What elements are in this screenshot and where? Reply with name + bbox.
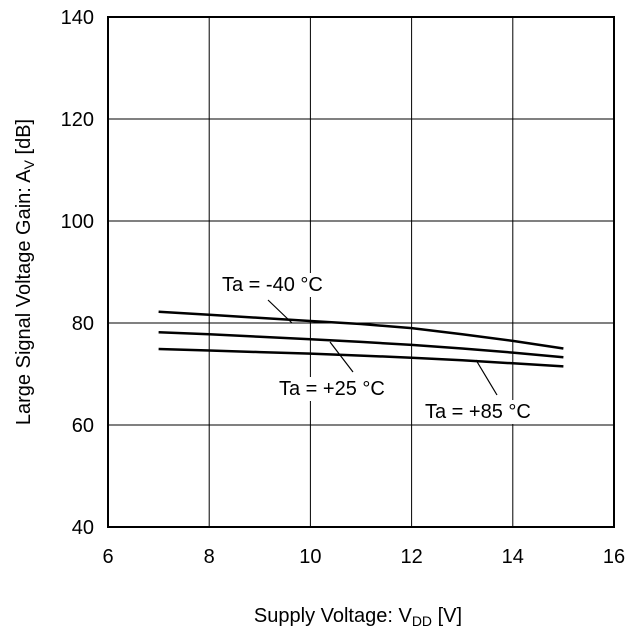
y-axis-label-prefix: Large Signal Voltage Gain: A bbox=[13, 169, 35, 425]
y-axis-label-suffix: [dB] bbox=[13, 119, 35, 160]
x-tick-label: 14 bbox=[502, 546, 524, 568]
annotations-group: Ta = -40 °C Ta = +25 °C Ta = +85 °C bbox=[219, 273, 534, 424]
annotation-leader-0 bbox=[267, 299, 293, 324]
x-tick-labels: 6 8 10 12 14 16 bbox=[102, 546, 625, 568]
y-tick-label: 140 bbox=[61, 7, 94, 29]
x-tick-label: 8 bbox=[204, 546, 215, 568]
x-tick-label: 6 bbox=[102, 546, 113, 568]
x-tick-label: 10 bbox=[299, 546, 321, 568]
annotation-leader-2 bbox=[475, 359, 498, 396]
grid bbox=[108, 17, 614, 527]
annotation-label-2: Ta = +85 °C bbox=[425, 401, 531, 423]
series-line-0 bbox=[158, 310, 564, 350]
series-line-2 bbox=[158, 347, 564, 368]
y-axis-label: Large Signal Voltage Gain: AV [dB] bbox=[13, 119, 37, 425]
annotation-bg-2 bbox=[422, 400, 534, 424]
x-axis-label-sub: DD bbox=[412, 613, 432, 629]
annotation-label-0: Ta = -40 °C bbox=[222, 274, 323, 296]
y-tick-label: 100 bbox=[61, 211, 94, 233]
annotation-bg-1 bbox=[276, 377, 388, 401]
annotation-label-1: Ta = +25 °C bbox=[279, 378, 385, 400]
x-tick-label: 12 bbox=[400, 546, 422, 568]
series-group bbox=[158, 310, 564, 368]
annotation-1: Ta = +25 °C bbox=[276, 341, 388, 401]
annotation-0: Ta = -40 °C bbox=[219, 273, 326, 324]
y-tick-label: 60 bbox=[72, 415, 94, 437]
y-tick-label: 80 bbox=[72, 313, 94, 335]
x-axis-label: Supply Voltage: VDD [V] bbox=[254, 605, 462, 629]
annotation-2: Ta = +85 °C bbox=[422, 359, 534, 424]
y-tick-labels: 40 60 80 100 120 140 bbox=[61, 7, 94, 539]
annotation-bg-0 bbox=[219, 273, 326, 297]
series-line-1 bbox=[158, 330, 564, 359]
y-tick-label: 40 bbox=[72, 517, 94, 539]
x-axis-label-prefix: Supply Voltage: V bbox=[254, 605, 413, 627]
y-axis-label-sub: V bbox=[21, 159, 37, 169]
plot-frame bbox=[107, 16, 615, 528]
y-tick-label: 120 bbox=[61, 109, 94, 131]
x-tick-label: 16 bbox=[603, 546, 625, 568]
x-axis-label-suffix: [V] bbox=[432, 605, 462, 627]
annotation-leader-1 bbox=[329, 341, 354, 373]
